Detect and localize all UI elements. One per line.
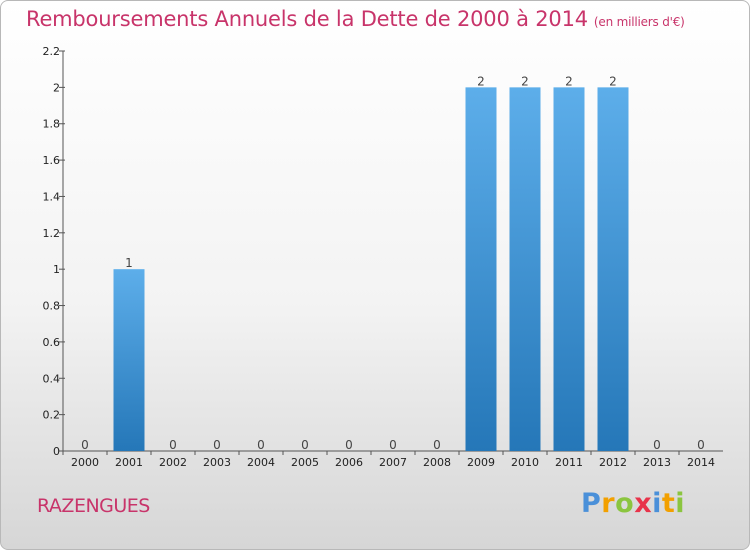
data-label: 0 [653, 438, 661, 452]
logo-letter: x [634, 488, 653, 519]
x-tick-label: 2008 [423, 456, 451, 469]
data-label: 1 [125, 256, 133, 270]
logo-letter: r [601, 488, 616, 519]
unit-text: (en milliers d'€) [593, 15, 685, 29]
data-label: 2 [477, 74, 485, 88]
x-tick-label: 2000 [71, 456, 99, 469]
y-tick-label: 0 [53, 445, 60, 458]
x-tick-label: 2014 [687, 456, 715, 469]
data-label: 0 [81, 438, 89, 452]
data-label: 2 [565, 74, 573, 88]
x-tick-label: 2001 [115, 456, 143, 469]
y-tick-label: 2 [53, 81, 60, 94]
logo-letter: i [652, 488, 662, 519]
logo-letter: o [615, 488, 635, 519]
bar [597, 87, 629, 451]
y-tick-label: 0.6 [43, 336, 61, 349]
logo-letter: t [661, 488, 676, 519]
x-tick-label: 2012 [599, 456, 627, 469]
y-tick-label: 1.2 [43, 227, 61, 240]
x-tick-label: 2003 [203, 456, 231, 469]
data-label: 0 [257, 438, 265, 452]
data-label: 0 [345, 438, 353, 452]
x-tick-label: 2002 [159, 456, 187, 469]
x-tick-label: 2010 [511, 456, 539, 469]
data-label: 2 [609, 74, 617, 88]
logo-letter: i [675, 488, 686, 519]
y-tick-label: 1.4 [43, 190, 61, 203]
x-tick-label: 2011 [555, 456, 583, 469]
x-tick-label: 2013 [643, 456, 671, 469]
title-text: Remboursements Annuels de la Dette de 20… [26, 7, 588, 31]
x-tick-label: 2007 [379, 456, 407, 469]
chart-title: Remboursements Annuels de la Dette de 20… [26, 7, 685, 31]
y-tick-label: 1.6 [43, 154, 61, 167]
data-label: 0 [433, 438, 441, 452]
y-tick-label: 2.2 [43, 45, 61, 58]
proxiti-logo: Proxiti [581, 488, 685, 519]
data-label: 0 [697, 438, 705, 452]
x-tick-label: 2004 [247, 456, 275, 469]
data-label: 0 [301, 438, 309, 452]
x-tick-label: 2009 [467, 456, 495, 469]
data-label: 0 [389, 438, 397, 452]
y-tick-label: 1 [53, 263, 60, 276]
y-tick-label: 0.2 [43, 409, 61, 422]
data-label: 2 [521, 74, 529, 88]
y-tick-label: 0.4 [43, 372, 61, 385]
x-tick-label: 2006 [335, 456, 363, 469]
bar [553, 87, 585, 451]
y-tick-label: 1.8 [43, 118, 61, 131]
bar [113, 269, 145, 451]
bar [465, 87, 497, 451]
data-label: 0 [213, 438, 221, 452]
logo-letter: P [581, 488, 602, 519]
x-tick-label: 2005 [291, 456, 319, 469]
y-tick-label: 0.8 [43, 300, 61, 313]
data-label: 0 [169, 438, 177, 452]
bar [509, 87, 541, 451]
commune-name: RAZENGUES [37, 495, 150, 517]
